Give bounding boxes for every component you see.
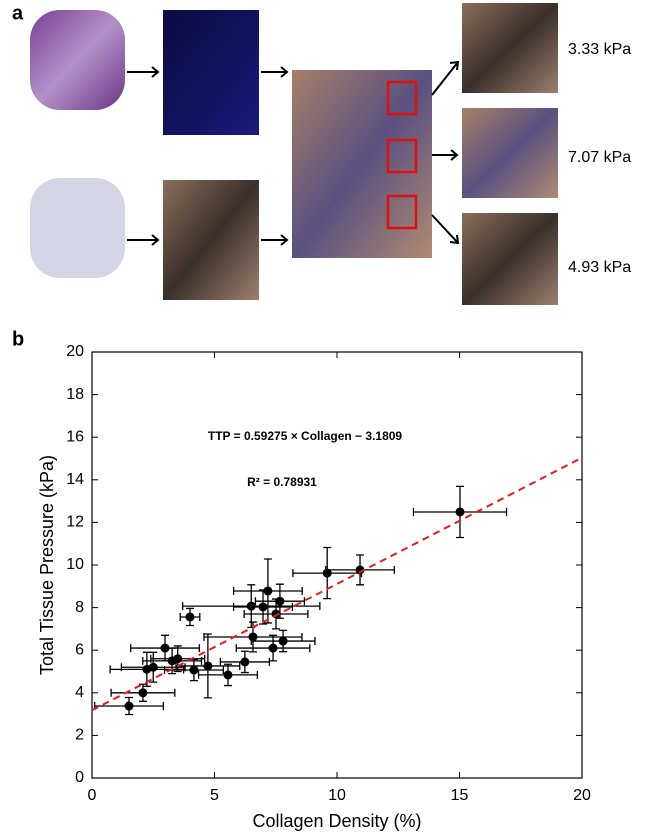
roi-box	[386, 80, 418, 116]
point	[240, 657, 250, 667]
tissue-image	[163, 10, 259, 135]
point	[223, 670, 233, 680]
roi-box	[386, 194, 418, 230]
y-tick-label: 10	[66, 556, 84, 573]
tissue-image	[462, 108, 558, 198]
tissue-image	[30, 178, 125, 278]
x-tick-label: 10	[328, 787, 346, 804]
point	[258, 602, 268, 612]
arrows	[127, 60, 460, 246]
point	[275, 596, 285, 606]
fit-line	[91, 456, 583, 712]
point	[203, 661, 213, 671]
point	[185, 612, 195, 622]
point	[355, 565, 365, 575]
roi-box	[386, 138, 418, 174]
panel-label: a	[12, 2, 24, 24]
point	[455, 507, 465, 517]
y-tick-label: 14	[66, 471, 84, 488]
tissue-image	[462, 3, 558, 93]
y-tick-label: 8	[75, 599, 84, 616]
pressure-label: 4.93 kPa	[568, 259, 631, 276]
x-axis-label: Collagen Density (%)	[252, 811, 421, 831]
point	[124, 701, 134, 711]
tissue-image	[163, 180, 259, 300]
pressure-label: 3.33 kPa	[568, 41, 631, 58]
point	[246, 601, 256, 611]
x-tick-label: 15	[451, 787, 469, 804]
point	[263, 586, 273, 596]
point	[248, 632, 258, 642]
x-tick-label: 5	[210, 787, 219, 804]
tissue-image	[30, 10, 125, 110]
point	[322, 568, 332, 578]
point	[138, 688, 148, 698]
point	[268, 643, 278, 653]
tissue-image	[292, 70, 432, 258]
tissue-image	[462, 213, 558, 305]
y-tick-label: 6	[75, 641, 84, 658]
y-tick-label: 20	[66, 343, 84, 360]
point	[189, 665, 199, 675]
x-tick-label: 20	[573, 787, 591, 804]
y-tick-label: 12	[66, 514, 84, 531]
point	[173, 654, 183, 664]
plot-frame	[91, 351, 583, 779]
panel-label: b	[12, 328, 24, 350]
y-axis-label: Total Tissue Pressure (kPa)	[37, 455, 57, 675]
point	[278, 636, 288, 646]
point	[148, 662, 158, 672]
y-tick-label: 0	[75, 769, 84, 786]
y-tick-label: 16	[66, 428, 84, 445]
y-tick-label: 2	[75, 727, 84, 744]
x-tick-label: 0	[88, 787, 97, 804]
point	[160, 643, 170, 653]
y-tick-label: 18	[66, 386, 84, 403]
y-tick-label: 4	[75, 684, 84, 701]
annotation: TTP = 0.59275 × Collagen − 3.1809	[208, 429, 403, 443]
annotation: R² = 0.78931	[247, 475, 317, 489]
pressure-label: 7.07 kPa	[568, 149, 631, 166]
